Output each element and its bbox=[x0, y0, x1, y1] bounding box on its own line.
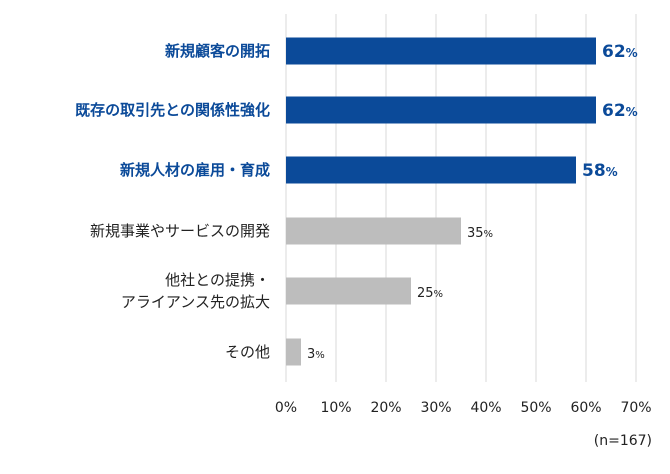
category-label: 新規事業やサービスの開発 bbox=[90, 222, 270, 240]
x-tick-label: 60% bbox=[570, 400, 601, 416]
value-label: 62% bbox=[602, 101, 638, 121]
bar bbox=[286, 277, 411, 305]
bar bbox=[286, 96, 596, 124]
bar bbox=[286, 156, 576, 184]
value-label: 62% bbox=[602, 42, 638, 62]
x-tick-label: 10% bbox=[320, 400, 351, 416]
category-label: アライアンス先の拡大 bbox=[121, 293, 270, 311]
category-label: その他 bbox=[225, 343, 270, 361]
category-label: 他社との提携・ bbox=[165, 271, 270, 289]
category-label: 新規人材の雇用・育成 bbox=[120, 161, 270, 179]
sample-size-note: (n=167) bbox=[593, 433, 652, 449]
bar bbox=[286, 37, 596, 65]
x-tick-label: 20% bbox=[370, 400, 401, 416]
x-tick-label: 70% bbox=[620, 400, 651, 416]
category-label: 新規顧客の開拓 bbox=[165, 42, 270, 60]
x-tick-label: 40% bbox=[470, 400, 501, 416]
x-tick-label: 30% bbox=[420, 400, 451, 416]
bar bbox=[286, 217, 461, 245]
value-label: 58% bbox=[582, 161, 618, 181]
x-tick-label: 50% bbox=[520, 400, 551, 416]
category-label: 既存の取引先との関係性強化 bbox=[75, 101, 270, 119]
value-label: 3% bbox=[307, 347, 325, 362]
value-label: 35% bbox=[467, 226, 493, 241]
value-label: 25% bbox=[417, 286, 443, 301]
bar bbox=[286, 338, 301, 366]
x-tick-label: 0% bbox=[275, 400, 297, 416]
